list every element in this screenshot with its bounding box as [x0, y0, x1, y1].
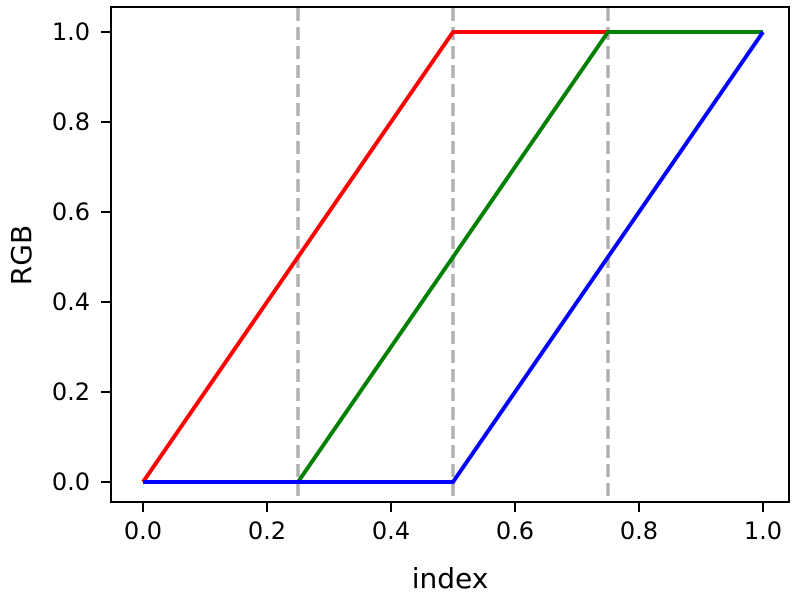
- y-tick-label: 1.0: [51, 18, 90, 46]
- x-tick-label: 0.0: [123, 517, 163, 545]
- axes-spines: [110, 6, 790, 503]
- x-tick-label: 0.8: [619, 517, 659, 545]
- series-blue-channel-line: [143, 30, 765, 484]
- y-tick-label: 0.8: [51, 108, 90, 136]
- x-tick-label: 0.4: [371, 517, 411, 545]
- y-tick-label: 0.6: [51, 198, 90, 226]
- x-tick-label: 0.2: [247, 517, 287, 545]
- x-axis-label: index: [411, 562, 489, 595]
- y-tick-label: 0.0: [51, 468, 90, 496]
- x-tick-label: 0.6: [495, 517, 535, 545]
- x-tick-label: 1.0: [743, 517, 783, 545]
- y-tick-label: 0.4: [51, 288, 90, 316]
- y-tick-label: 0.2: [51, 378, 90, 406]
